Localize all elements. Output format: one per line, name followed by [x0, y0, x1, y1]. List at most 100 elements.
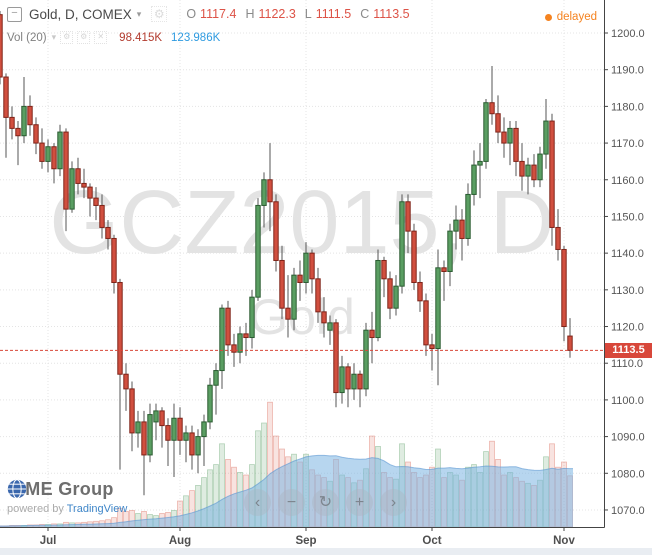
high-label: H	[245, 7, 255, 21]
candle-body	[405, 201, 411, 232]
volume-indicator-label[interactable]: Vol (20)	[7, 31, 47, 44]
price-tick-label[interactable]: 1080.0	[611, 468, 645, 480]
candle-body	[357, 373, 363, 390]
cme-logo[interactable]: CME Group	[7, 479, 127, 500]
reset-view-button[interactable]: ↻	[312, 489, 339, 516]
candle-body	[75, 168, 81, 184]
source-icon[interactable]: ⚙	[77, 31, 91, 44]
candle-body	[435, 267, 441, 350]
candle-body	[525, 164, 531, 177]
widget-footer-strip	[0, 548, 652, 555]
candle-body	[369, 329, 375, 339]
candle-body	[297, 274, 303, 283]
chevron-down-icon[interactable]: ▾	[51, 32, 57, 42]
candle-body	[111, 237, 117, 283]
candle-body	[177, 417, 183, 441]
last-price-tag: 1113.5	[605, 343, 652, 358]
candle-body	[51, 146, 57, 170]
volume-ma-area	[0, 455, 573, 527]
candle-body	[99, 204, 105, 228]
remove-icon[interactable]: ✕	[94, 31, 108, 44]
month-label[interactable]: Aug	[169, 535, 191, 547]
candle-body	[477, 160, 483, 166]
candle-body	[303, 252, 309, 283]
month-label[interactable]: Jul	[40, 535, 57, 547]
candle-body	[423, 300, 429, 346]
price-tick-label[interactable]: 1190.0	[611, 65, 644, 77]
candle-body	[207, 384, 213, 423]
month-label[interactable]: Oct	[422, 535, 441, 547]
candle-body	[507, 127, 513, 144]
candle-body	[489, 102, 495, 115]
collapse-icon[interactable]: −	[7, 6, 22, 22]
candle-body	[243, 333, 249, 339]
chevron-down-icon[interactable]: ▾	[136, 8, 142, 19]
candle-body	[45, 146, 51, 162]
candle-body	[153, 410, 159, 423]
candle-body	[537, 153, 543, 181]
price-tick-label[interactable]: 1160.0	[611, 175, 644, 187]
candle-body	[273, 201, 279, 261]
candle-body	[285, 307, 291, 320]
delayed-dot-icon	[544, 13, 552, 21]
candle-body	[249, 296, 255, 339]
price-tick-label[interactable]: 1180.0	[611, 101, 644, 113]
candle-body	[27, 105, 33, 126]
candle-body	[315, 278, 321, 313]
candle-body	[513, 127, 519, 162]
price-tick-label[interactable]: 1120.0	[611, 322, 644, 334]
tradingview-link[interactable]: TradingView	[66, 503, 128, 515]
volume-legend: Vol (20) ▾ ⚙ ⚙ ✕ 98.415K 123.986K	[7, 31, 220, 44]
price-tick-label[interactable]: 1110.0	[611, 358, 643, 370]
close-value: 1113.5	[373, 7, 410, 21]
price-tick-label[interactable]: 1130.0	[611, 285, 644, 297]
volume-value: 98.415K	[119, 31, 163, 44]
candle-body	[219, 307, 225, 372]
candle-body	[3, 76, 9, 118]
candle-body	[351, 373, 357, 390]
gear-icon[interactable]: ⚙	[151, 6, 168, 22]
candle-body	[543, 120, 549, 155]
candle-body	[309, 252, 315, 280]
candle-body	[213, 370, 219, 386]
price-tick-label[interactable]: 1170.0	[611, 138, 644, 150]
candle-body	[411, 230, 417, 283]
candle-body	[327, 322, 333, 331]
scroll-left-button[interactable]: ‹	[244, 489, 271, 516]
candle-body	[561, 248, 567, 328]
candle-body	[375, 259, 381, 339]
price-tick-label[interactable]: 1150.0	[611, 211, 644, 223]
price-tick-label[interactable]: 1070.0	[611, 505, 645, 517]
candle-body	[447, 230, 453, 272]
price-tick-label[interactable]: 1090.0	[611, 432, 645, 444]
month-label[interactable]: Nov	[553, 535, 575, 547]
candle-body	[69, 168, 75, 210]
price-tick-label[interactable]: 1140.0	[611, 248, 644, 260]
branding: CME Group powered by TradingView	[7, 479, 127, 515]
candle-body	[471, 164, 477, 195]
delayed-label: delayed	[556, 11, 597, 23]
candle-body	[465, 193, 471, 239]
candle-body	[33, 124, 39, 144]
candle-body	[549, 120, 555, 228]
scroll-right-button[interactable]: ›	[380, 489, 407, 516]
candle-body	[441, 267, 447, 272]
zoom-out-button[interactable]: −	[278, 489, 305, 516]
settings-icon[interactable]: ⚙	[60, 31, 74, 44]
candle-body	[363, 329, 369, 390]
price-tick-label[interactable]: 1200.0	[611, 28, 645, 40]
candle-body	[339, 366, 345, 394]
candle-body	[555, 226, 561, 250]
price-tick-label[interactable]: 1100.0	[611, 395, 644, 407]
powered-by-label: powered by	[7, 503, 64, 515]
candle-body	[9, 116, 15, 129]
symbol-title[interactable]: Gold, D, COMEX	[29, 6, 132, 22]
candle-body	[117, 281, 123, 375]
month-label[interactable]: Sep	[295, 535, 316, 547]
candle-body	[531, 164, 537, 181]
candle-body	[141, 421, 147, 456]
low-value: 1111.5	[315, 7, 352, 21]
zoom-in-button[interactable]: +	[346, 489, 373, 516]
candle-body	[147, 414, 153, 456]
